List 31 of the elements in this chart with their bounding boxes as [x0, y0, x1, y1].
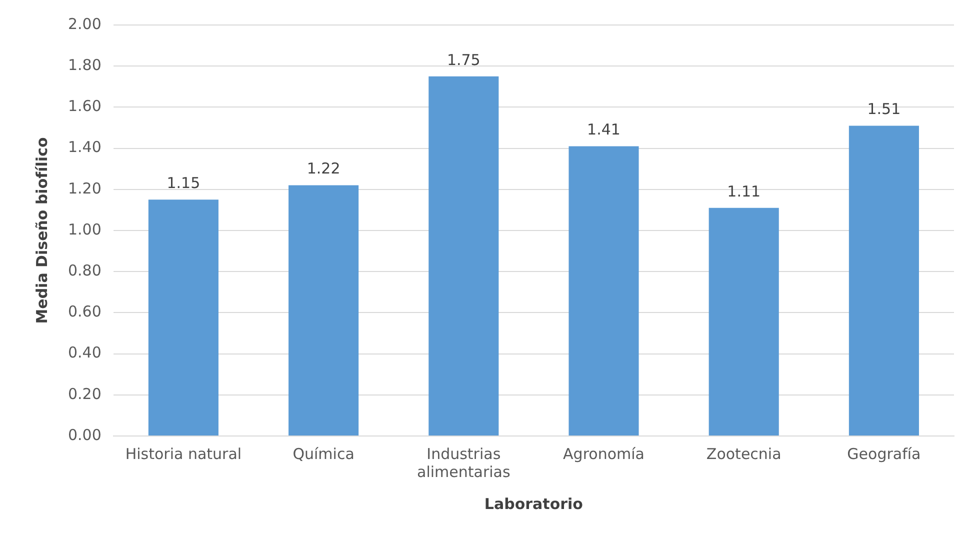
y-axis-title: Media Diseño biofílico [32, 137, 51, 324]
y-tick-label: 0.40 [68, 344, 102, 362]
x-tick-label: Geografía [847, 444, 921, 463]
y-tick-label: 0.00 [68, 426, 102, 444]
bar [288, 185, 359, 436]
data-label: 1.15 [166, 174, 200, 192]
y-tick-label: 1.00 [68, 220, 102, 238]
x-tick-label: Química [292, 444, 354, 463]
bar [708, 208, 779, 436]
data-label: 1.22 [306, 160, 340, 178]
y-tick-label: 0.20 [68, 384, 102, 403]
data-label: 1.51 [867, 100, 901, 118]
y-tick-label: 1.80 [68, 56, 102, 74]
y-tick-label: 1.20 [68, 179, 102, 198]
y-tick-label: 1.40 [68, 138, 102, 156]
x-axis-title: Laboratorio [484, 494, 583, 513]
x-tick-label: Zootecnia [706, 444, 782, 463]
y-tick-label: 1.60 [68, 97, 102, 116]
x-tick-label: Industrias alimentarias [417, 444, 510, 481]
y-tick-label: 0.60 [68, 302, 102, 321]
bar [148, 200, 218, 436]
bar [848, 126, 919, 436]
bar [428, 76, 499, 436]
bar [568, 146, 639, 436]
x-tick-label: Historia natural [125, 444, 242, 463]
data-label: 1.41 [587, 120, 620, 139]
data-label: 1.11 [727, 182, 761, 200]
data-label: 1.75 [446, 50, 480, 69]
y-tick-label: 0.80 [68, 261, 102, 280]
x-tick-label: Agronomía [563, 444, 644, 463]
y-tick-label: 2.00 [68, 14, 102, 33]
